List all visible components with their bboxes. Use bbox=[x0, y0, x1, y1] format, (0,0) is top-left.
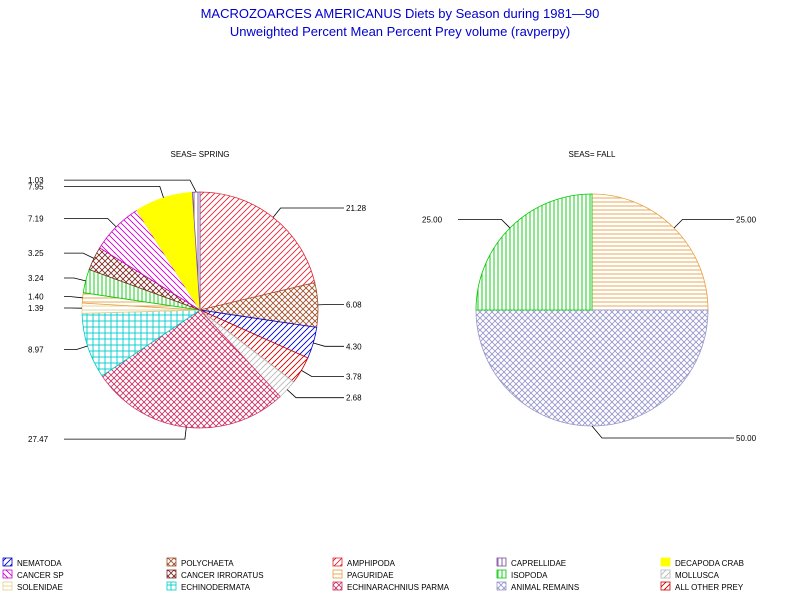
slice-isopoda bbox=[475, 193, 593, 311]
slice-paguridae bbox=[591, 193, 709, 311]
legend-swatch bbox=[496, 569, 507, 579]
chart-subtitle: Unweighted Percent Mean Percent Prey vol… bbox=[229, 24, 571, 39]
legend-label: SOLENIDAE bbox=[17, 583, 63, 592]
legend-swatch bbox=[332, 581, 343, 591]
legend-item-animal-remains: ANIMAL REMAINS bbox=[496, 581, 579, 592]
slice-label-cancer-irroratus: 3.25 bbox=[28, 249, 44, 258]
slice-label-amphipoda: 21.28 bbox=[346, 204, 367, 213]
slice-label-isopoda: 25.00 bbox=[422, 215, 443, 224]
legend-swatch bbox=[660, 557, 671, 567]
legend-item-paguridae: PAGURIDAE bbox=[332, 569, 394, 580]
leader-line bbox=[272, 207, 344, 218]
leader-line bbox=[64, 427, 187, 440]
legend-label: ECHINODERMATA bbox=[181, 583, 251, 592]
leader-line bbox=[313, 342, 344, 347]
legend-item-decapoda-crab: DECAPODA CRAB bbox=[660, 557, 744, 568]
legend-item-amphipoda: AMPHIPODA bbox=[332, 557, 396, 568]
legend-label: AMPHIPODA bbox=[347, 559, 396, 568]
legend-item-isopoda: ISOPODA bbox=[496, 569, 548, 580]
legend-label: CANCER SP bbox=[17, 571, 64, 580]
slice-label-animal-remains: 50.00 bbox=[736, 434, 757, 443]
pie-title: SEAS= SPRING bbox=[171, 150, 230, 159]
legend-item-caprellidae: CAPRELLIDAE bbox=[496, 557, 566, 568]
legend-swatch bbox=[332, 569, 343, 579]
chart-title: MACROZOARCES AMERICANUS Diets by Season … bbox=[200, 6, 600, 21]
slice-label-decapoda-crab: 7.95 bbox=[28, 182, 44, 191]
legend-swatch bbox=[660, 581, 671, 591]
leader-line bbox=[673, 219, 734, 229]
legend-item-all-other-prey: ALL OTHER PREY bbox=[660, 581, 744, 592]
leader-line bbox=[317, 303, 344, 306]
legend-swatch bbox=[166, 569, 177, 579]
leader-line bbox=[591, 425, 734, 439]
leader-line bbox=[286, 389, 344, 399]
slice-label-isopoda: 3.24 bbox=[28, 274, 44, 283]
slice-label-solenidae: 1.39 bbox=[28, 304, 44, 313]
leader-line bbox=[458, 219, 511, 229]
slice-label-echinodermata: 8.97 bbox=[28, 346, 44, 355]
pie-seas-spring: SEAS= SPRING 21.28 6.08 4.30 3.78 2.68 27.47 8.… bbox=[28, 150, 367, 444]
legend-label: CAPRELLIDAE bbox=[511, 559, 566, 568]
legend-label: ANIMAL REMAINS bbox=[511, 583, 579, 592]
legend-item-polychaeta: POLYCHAETA bbox=[166, 557, 234, 568]
legend-swatch bbox=[2, 581, 13, 591]
legend-swatch bbox=[2, 557, 13, 567]
legend-swatch bbox=[166, 557, 177, 567]
slice-label-caprellidae: 1.03 bbox=[28, 176, 44, 185]
slice-label-nematoda: 4.30 bbox=[346, 342, 362, 351]
legend-label: ALL OTHER PREY bbox=[675, 583, 744, 592]
slice-label-all-other-prey: 3.78 bbox=[346, 373, 362, 382]
leader-line bbox=[64, 185, 164, 198]
leader-line bbox=[64, 218, 117, 228]
leader-line bbox=[301, 370, 344, 377]
legend-swatch bbox=[2, 569, 13, 579]
legend-item-mollusca: MOLLUSCA bbox=[660, 569, 720, 580]
legend-label: PAGURIDAE bbox=[347, 571, 394, 580]
legend-item-solenidae: SOLENIDAE bbox=[2, 581, 63, 592]
legend-swatch bbox=[166, 581, 177, 591]
legend-item-echinarachnius-parma: ECHINARACHNIUS PARMA bbox=[332, 581, 450, 592]
legend-label: ISOPODA bbox=[511, 571, 548, 580]
leader-line bbox=[64, 277, 86, 282]
legend: NEMATODA POLYCHAETA AMPHIPODA CAPRELLIDAE DE… bbox=[2, 557, 744, 592]
legend-label: DECAPODA CRAB bbox=[675, 559, 744, 568]
leader-line bbox=[64, 179, 197, 193]
legend-item-cancer-irroratus: CANCER IRRORATUS bbox=[166, 569, 264, 580]
slice-label-echinarachnius-parma: 27.47 bbox=[28, 435, 49, 444]
slice-label-paguridae: 1.40 bbox=[28, 293, 44, 302]
legend-item-cancer-sp: CANCER SP bbox=[2, 569, 64, 580]
slice-label-mollusca: 2.68 bbox=[346, 394, 362, 403]
legend-swatch bbox=[496, 581, 507, 591]
slice-label-polychaeta: 6.08 bbox=[346, 300, 362, 309]
legend-item-nematoda: NEMATODA bbox=[2, 557, 62, 568]
legend-label: NEMATODA bbox=[17, 559, 62, 568]
leader-line bbox=[64, 252, 95, 259]
slice-animal-remains bbox=[475, 309, 709, 427]
legend-label: MOLLUSCA bbox=[675, 571, 720, 580]
slice-label-cancer-sp: 7.19 bbox=[28, 215, 44, 224]
legend-swatch bbox=[660, 569, 671, 579]
leader-line bbox=[64, 345, 88, 351]
legend-swatch bbox=[496, 557, 507, 567]
leader-line bbox=[64, 296, 83, 299]
slice-label-paguridae: 25.00 bbox=[736, 215, 757, 224]
legend-item-echinodermata: ECHINODERMATA bbox=[166, 581, 251, 592]
legend-swatch bbox=[332, 557, 343, 567]
slice-echinarachnius-parma bbox=[101, 309, 281, 429]
legend-label: POLYCHAETA bbox=[181, 559, 234, 568]
pie-seas-fall: SEAS= FALL 25.00 50.00 25.00 bbox=[422, 150, 757, 443]
legend-label: CANCER IRRORATUS bbox=[181, 571, 264, 580]
legend-label: ECHINARACHNIUS PARMA bbox=[347, 583, 450, 592]
pie-title: SEAS= FALL bbox=[569, 150, 616, 159]
